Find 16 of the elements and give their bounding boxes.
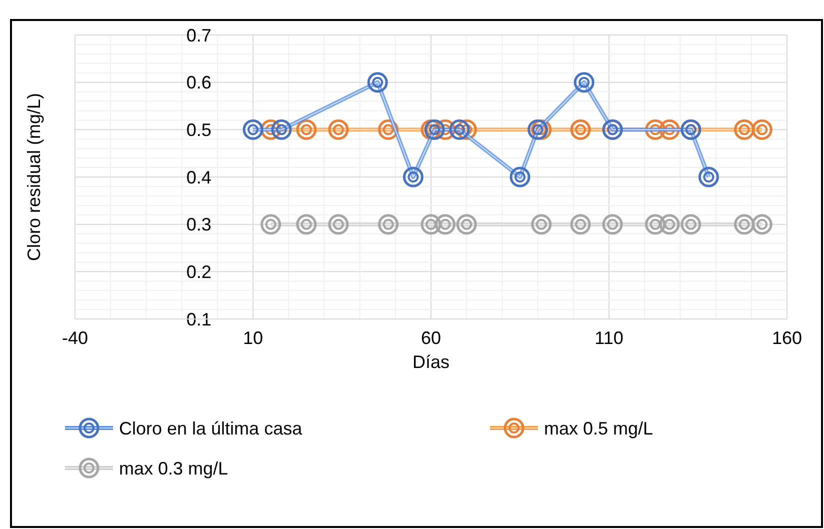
y-tick-label: 0.2 [186, 262, 212, 282]
y-axis-title: Cloro residual (mg/L) [24, 92, 44, 262]
y-tick-label: 0.6 [186, 72, 212, 93]
x-tick-label: 60 [420, 328, 442, 348]
legend-label: Cloro en la última casa [119, 418, 304, 438]
x-tick-label: 10 [242, 328, 264, 348]
y-tick-label: 0.3 [186, 214, 212, 235]
x-tick-label: -40 [62, 328, 88, 348]
y-tick-label: 0.7 [186, 25, 212, 46]
x-tick-label: 110 [594, 328, 624, 348]
x-axis-title: Días [412, 352, 450, 372]
legend-label: max 0.5 mg/L [544, 418, 654, 438]
y-tick-label: 0.5 [186, 120, 212, 140]
x-tick-label: 160 [772, 328, 802, 348]
legend-label: max 0.3 mg/L [119, 458, 228, 478]
y-tick-label: 0.4 [186, 167, 212, 188]
